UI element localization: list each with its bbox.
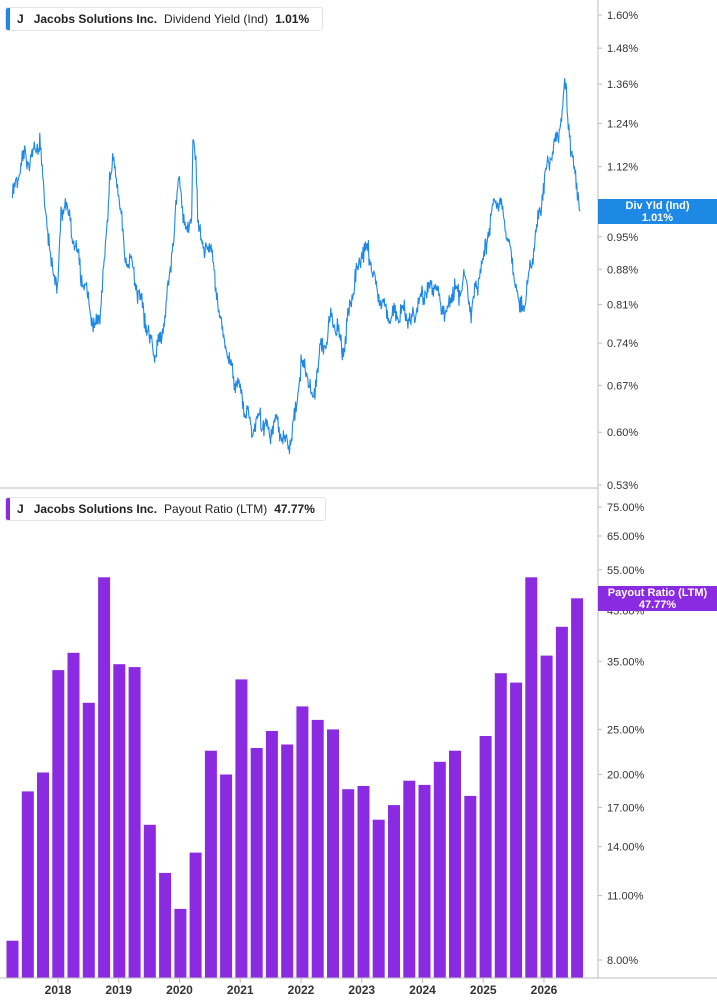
y-tick-label: 0.53%	[607, 480, 638, 492]
payout-bars	[6, 577, 584, 978]
y-tick-label: 0.81%	[607, 300, 638, 312]
payout-bar	[449, 750, 461, 978]
payout-bar	[296, 706, 309, 978]
y-tick-label: 75.00%	[607, 502, 645, 514]
payout-bar	[571, 598, 584, 978]
payout-bar	[540, 655, 553, 978]
payout-bar	[174, 908, 187, 978]
payout-flag-label: Payout Ratio (LTM)	[607, 587, 708, 599]
y-tick-label: 0.60%	[607, 427, 638, 439]
yield-y-axis: 1.60%1.48%1.36%1.24%1.12%1.00%0.95%0.88%…	[598, 10, 638, 492]
payout-bar	[403, 780, 416, 978]
x-tick-label: 2022	[288, 983, 315, 997]
yield-line	[11, 78, 581, 455]
payout-y-axis: 75.00%65.00%55.00%45.00%35.00%25.00%20.0…	[598, 502, 645, 967]
legend-metric: Dividend Yield (Ind)	[164, 12, 269, 26]
x-tick-label: 2020	[166, 983, 193, 997]
y-tick-label: 1.24%	[607, 118, 638, 130]
y-tick-label: 0.95%	[607, 232, 638, 244]
y-tick-label: 35.00%	[607, 656, 645, 668]
payout-bar	[220, 774, 233, 978]
x-axis: 2018 2019 2020 2021 2022 2023 2024 2025 2026	[45, 978, 558, 997]
payout-bar	[6, 940, 19, 978]
legend-value: 47.77%	[274, 502, 315, 516]
y-tick-label: 20.00%	[607, 770, 645, 782]
x-tick-label: 2021	[227, 983, 254, 997]
x-tick-label: 2026	[531, 983, 558, 997]
payout-bar	[67, 652, 80, 978]
x-tick-label: 2019	[105, 983, 132, 997]
y-tick-label: 8.00%	[607, 955, 638, 967]
payout-bar	[464, 795, 477, 978]
payout-bar	[372, 819, 385, 978]
payout-bar	[52, 670, 65, 978]
payout-bar	[265, 731, 278, 978]
payout-flag-value: 47.77%	[638, 599, 677, 611]
payout-bar	[98, 577, 111, 978]
yield-value-flag: Div Yld (Ind) 1.01%	[598, 199, 717, 224]
y-tick-label: 1.48%	[607, 43, 638, 55]
payout-bar	[159, 872, 172, 978]
payout-legend: J Jacobs Solutions Inc. Payout Ratio (LT…	[5, 497, 326, 521]
y-tick-label: 0.67%	[607, 380, 638, 392]
payout-bar	[388, 805, 400, 978]
legend-metric: Payout Ratio (LTM)	[164, 502, 268, 516]
payout-value-flag: Payout Ratio (LTM) 47.77%	[598, 586, 717, 611]
x-tick-label: 2024	[409, 983, 436, 997]
payout-bar	[281, 744, 294, 978]
payout-bar	[250, 748, 263, 978]
y-tick-label: 65.00%	[607, 531, 645, 543]
payout-bar	[113, 664, 126, 978]
y-tick-label: 25.00%	[607, 724, 645, 736]
payout-bar	[357, 786, 370, 978]
y-tick-label: 0.88%	[607, 264, 638, 276]
payout-bar	[433, 761, 446, 978]
y-tick-label: 0.74%	[607, 338, 638, 350]
payout-legend-swatch	[6, 498, 10, 520]
payout-bar	[342, 789, 355, 978]
payout-bar	[494, 673, 507, 978]
x-tick-label: 2025	[470, 983, 497, 997]
x-tick-label: 2023	[348, 983, 375, 997]
yield-legend-swatch	[6, 8, 10, 30]
payout-bar	[21, 791, 34, 978]
y-tick-label: 17.00%	[607, 802, 645, 814]
x-tick-label: 2018	[45, 983, 72, 997]
payout-bar	[235, 679, 248, 978]
legend-company: Jacobs Solutions Inc.	[33, 12, 158, 26]
payout-bar	[143, 824, 156, 978]
y-tick-label: 1.12%	[607, 162, 638, 174]
y-tick-label: 11.00%	[607, 891, 644, 903]
payout-bar	[311, 719, 324, 978]
payout-bar	[479, 736, 492, 978]
payout-bar	[525, 577, 538, 978]
payout-bar	[128, 667, 141, 978]
y-tick-label: 14.00%	[607, 842, 645, 854]
payout-bar	[327, 729, 339, 978]
y-tick-label: 1.36%	[607, 79, 638, 91]
payout-bar	[37, 772, 49, 978]
y-tick-label: 1.60%	[607, 10, 638, 22]
payout-bar	[82, 702, 95, 978]
legend-ticker: J	[17, 502, 24, 516]
legend-ticker: J	[17, 12, 24, 26]
payout-bar	[555, 626, 568, 978]
payout-bar	[510, 682, 523, 978]
payout-bar	[418, 784, 431, 978]
payout-bar	[189, 852, 202, 978]
yield-flag-value: 1.01%	[641, 212, 674, 224]
y-tick-label: 55.00%	[607, 565, 645, 577]
legend-value: 1.01%	[275, 12, 310, 26]
legend-company: Jacobs Solutions Inc.	[33, 502, 158, 516]
yield-legend: J Jacobs Solutions Inc. Dividend Yield (…	[5, 7, 323, 31]
payout-bar	[204, 750, 217, 978]
yield-flag-label: Div Yld (Ind)	[625, 200, 690, 212]
